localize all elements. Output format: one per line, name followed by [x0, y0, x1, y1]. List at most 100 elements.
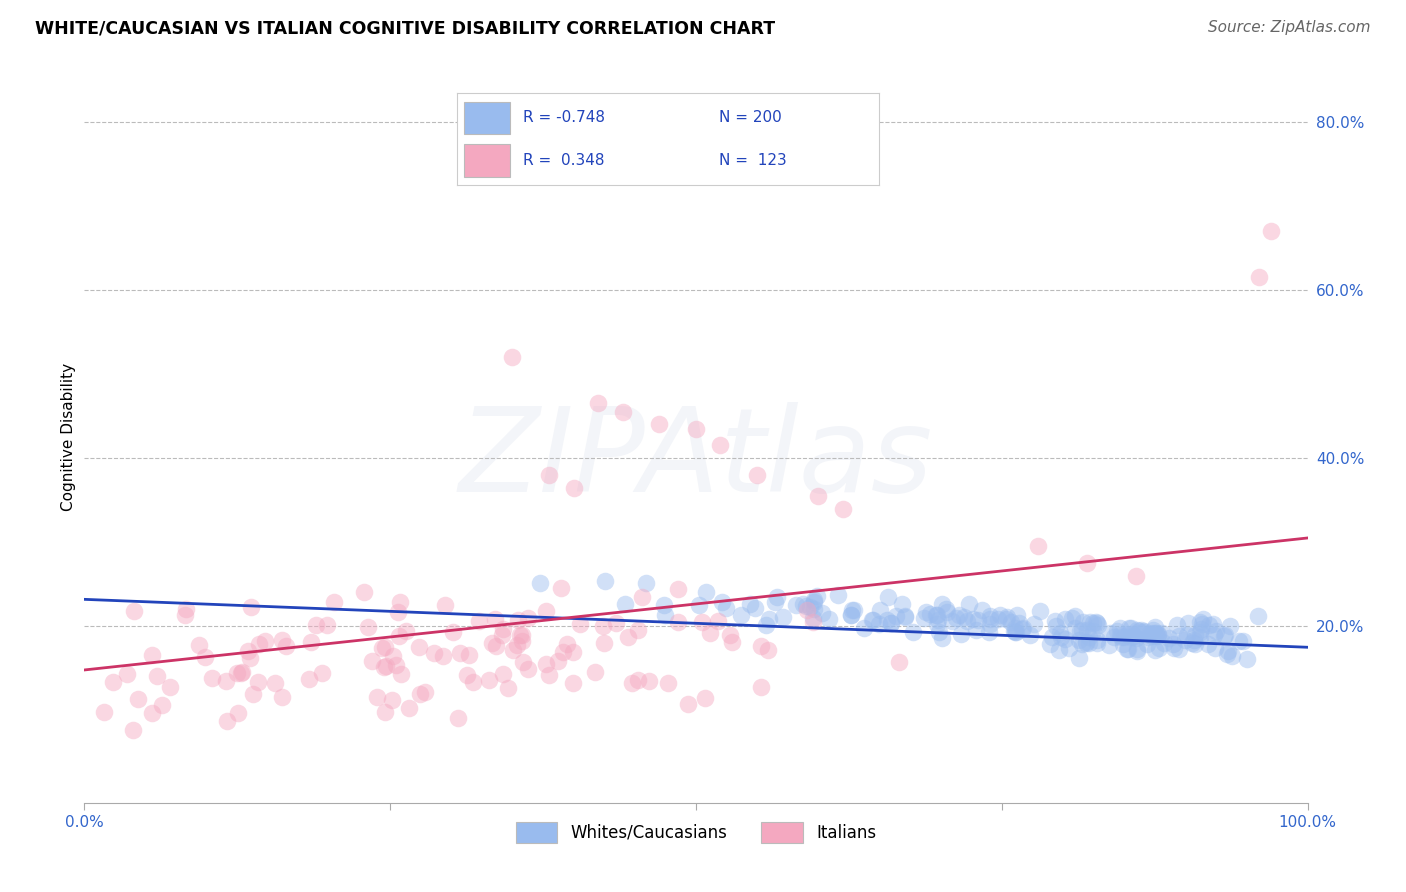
Point: [918, 607, 941, 621]
Point: [174, 601, 197, 615]
Point: [592, 619, 614, 633]
Point: [692, 615, 714, 630]
Point: [1147, 626, 1170, 640]
Text: WHITE/CAUCASIAN VS ITALIAN COGNITIVE DISABILITY CORRELATION CHART: WHITE/CAUCASIAN VS ITALIAN COGNITIVE DIS…: [35, 20, 775, 37]
Point: [1181, 636, 1204, 650]
Point: [842, 603, 865, 617]
Point: [385, 657, 408, 672]
Point: [1125, 631, 1147, 645]
Point: [1076, 556, 1098, 570]
Point: [831, 501, 853, 516]
Point: [862, 613, 884, 627]
Point: [880, 615, 903, 630]
Point: [1174, 633, 1197, 648]
Point: [1161, 637, 1184, 651]
Point: [1119, 621, 1142, 635]
Point: [1189, 622, 1212, 636]
Point: [1142, 629, 1164, 643]
Point: [1011, 621, 1033, 635]
Point: [1167, 642, 1189, 657]
Point: [1116, 627, 1139, 641]
Point: [586, 396, 609, 410]
Point: [1049, 631, 1071, 645]
Point: [551, 645, 574, 659]
Point: [461, 674, 484, 689]
Point: [239, 650, 262, 665]
Point: [1070, 637, 1092, 651]
Point: [1011, 621, 1033, 635]
Point: [785, 598, 807, 612]
Point: [914, 605, 936, 619]
Point: [1191, 616, 1213, 631]
Point: [1047, 643, 1070, 657]
Point: [935, 602, 957, 616]
Point: [506, 638, 529, 652]
Point: [510, 633, 533, 648]
Point: [159, 680, 181, 694]
Point: [1204, 641, 1226, 656]
Point: [561, 675, 583, 690]
Point: [1144, 626, 1167, 640]
Point: [1084, 615, 1107, 629]
Point: [803, 592, 825, 607]
Point: [561, 675, 583, 690]
Point: [766, 591, 789, 605]
Point: [1184, 637, 1206, 651]
Point: [1076, 636, 1098, 650]
Point: [758, 643, 780, 657]
Point: [1114, 631, 1136, 645]
Point: [457, 648, 479, 662]
Point: [1045, 615, 1067, 629]
Point: [423, 646, 446, 660]
Point: [953, 610, 976, 624]
Point: [637, 673, 659, 688]
Point: [652, 598, 675, 612]
Point: [979, 609, 1001, 624]
Point: [239, 600, 262, 615]
Point: [841, 602, 863, 616]
Point: [1085, 633, 1108, 648]
Point: [1181, 636, 1204, 650]
Point: [714, 600, 737, 615]
Point: [1099, 626, 1122, 640]
Point: [1144, 643, 1167, 657]
Point: [1053, 612, 1076, 626]
Point: [387, 605, 409, 619]
Point: [1163, 641, 1185, 656]
Point: [1215, 627, 1237, 641]
Point: [612, 405, 634, 419]
Point: [484, 612, 506, 626]
Point: [1236, 652, 1258, 666]
Point: [550, 581, 572, 595]
Point: [860, 613, 883, 627]
Point: [1074, 635, 1097, 649]
Point: [1189, 630, 1212, 644]
Point: [841, 602, 863, 616]
Point: [1057, 640, 1080, 655]
Point: [931, 597, 953, 611]
Point: [215, 674, 238, 689]
Point: [627, 624, 650, 638]
Point: [1202, 616, 1225, 631]
Point: [115, 666, 138, 681]
Point: [1011, 622, 1033, 636]
Point: [988, 608, 1011, 623]
Point: [502, 642, 524, 657]
Point: [226, 665, 249, 680]
Point: [1188, 624, 1211, 639]
Point: [299, 634, 322, 648]
Point: [1219, 619, 1241, 633]
Point: [534, 657, 557, 672]
Point: [1085, 636, 1108, 650]
Point: [1004, 624, 1026, 639]
Point: [449, 646, 471, 660]
Point: [1137, 630, 1160, 644]
Point: [1213, 629, 1236, 643]
Point: [174, 607, 197, 622]
Point: [988, 608, 1011, 623]
Point: [1146, 628, 1168, 642]
Point: [1081, 615, 1104, 630]
Point: [714, 600, 737, 615]
Point: [810, 607, 832, 621]
Point: [1039, 637, 1062, 651]
